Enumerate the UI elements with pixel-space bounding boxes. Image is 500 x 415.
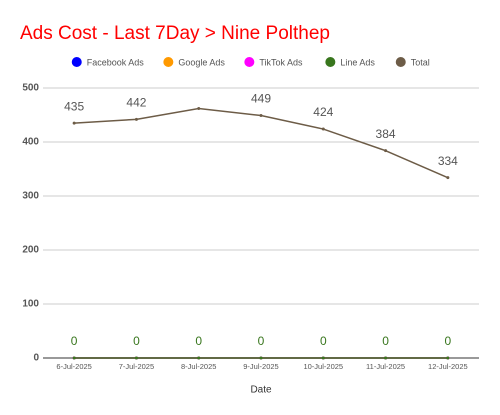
- data-label: 0: [382, 334, 389, 348]
- data-point: [197, 356, 201, 360]
- data-label: 0: [320, 334, 327, 348]
- data-point: [321, 127, 325, 131]
- legend-label: TikTok Ads: [259, 57, 303, 67]
- data-point: [321, 356, 325, 360]
- data-point: [446, 176, 450, 180]
- x-tick-label: 12-Jul-2025: [428, 362, 468, 371]
- y-tick-label: 100: [22, 299, 39, 310]
- data-point: [384, 149, 388, 153]
- legend-label: Google Ads: [178, 57, 225, 67]
- data-point: [384, 356, 388, 360]
- chart-title: Ads Cost - Last 7Day > Nine Polthep: [20, 23, 330, 44]
- data-label: 449: [251, 92, 271, 106]
- x-tick-label: 8-Jul-2025: [181, 362, 216, 371]
- series-line: [74, 107, 449, 179]
- legend-marker: [163, 57, 174, 67]
- data-label: 0: [258, 334, 265, 348]
- legend-label: Total: [411, 57, 430, 67]
- x-tick-label: 6-Jul-2025: [56, 362, 91, 371]
- y-tick-label: 300: [22, 191, 39, 202]
- x-tick-label: 7-Jul-2025: [119, 362, 154, 371]
- data-point: [134, 356, 138, 360]
- data-label: 435: [64, 99, 84, 113]
- legend-marker: [71, 57, 82, 67]
- data-label: 384: [376, 127, 396, 141]
- data-point: [259, 114, 263, 118]
- legend-marker: [244, 57, 255, 67]
- x-axis-title: Date: [250, 385, 272, 396]
- y-tick-label: 0: [33, 353, 39, 364]
- data-point: [259, 356, 263, 360]
- data-label: 0: [195, 334, 202, 348]
- legend-marker: [395, 57, 406, 67]
- legend-label: Facebook Ads: [87, 57, 145, 67]
- x-tick-label: 10-Jul-2025: [303, 362, 343, 371]
- x-tick-label: 11-Jul-2025: [366, 362, 405, 371]
- data-point: [134, 117, 138, 121]
- x-tick-label: 9-Jul-2025: [243, 362, 278, 371]
- legend-label: Line Ads: [340, 57, 375, 67]
- data-point: [446, 356, 450, 360]
- legend-marker: [325, 57, 336, 67]
- data-label: 334: [438, 154, 458, 168]
- data-label: 424: [313, 105, 333, 119]
- y-tick-label: 400: [22, 137, 39, 148]
- y-tick-label: 500: [22, 83, 39, 94]
- data-label: 0: [71, 334, 78, 348]
- data-label: 0: [445, 334, 452, 348]
- data-point: [197, 107, 201, 111]
- y-tick-label: 200: [22, 245, 39, 256]
- data-label: 442: [126, 95, 146, 109]
- data-label: 0: [133, 334, 140, 348]
- data-point: [72, 121, 76, 125]
- data-point: [72, 356, 76, 360]
